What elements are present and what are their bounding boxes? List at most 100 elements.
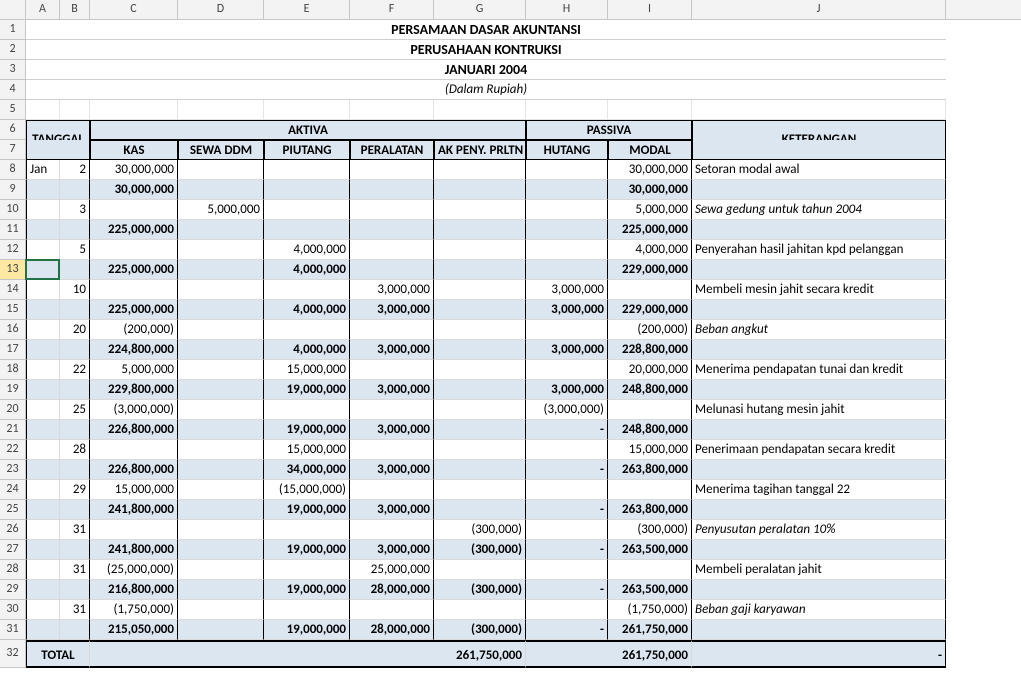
cell-kas[interactable]: 241,800,000 [90,500,178,520]
cell-keterangan[interactable]: Melunasi hutang mesin jahit [692,400,946,420]
cell-per[interactable]: 3,000,000 [350,540,434,560]
cell-sewa[interactable] [178,440,264,460]
cell[interactable] [350,100,434,120]
table-row[interactable]: 25(3,000,000)(3,000,000)Melunasi hutang … [26,400,1021,420]
title-4[interactable]: (Dalam Rupiah) [26,80,946,100]
cell-per[interactable] [350,360,434,380]
cell-sewa[interactable] [178,560,264,580]
cell-piu[interactable]: 19,000,000 [264,540,350,560]
cell-month[interactable] [26,400,60,420]
cell-hut[interactable] [526,440,608,460]
cell-piu[interactable]: 19,000,000 [264,580,350,600]
cell-mod[interactable]: 30,000,000 [608,180,692,200]
cell-ak[interactable]: (300,000) [434,540,526,560]
cell-per[interactable]: 3,000,000 [350,280,434,300]
cell-keterangan[interactable]: Membeli mesin jahit secara kredit [692,280,946,300]
cell-per[interactable] [350,220,434,240]
row-header[interactable]: 32 [0,640,26,668]
cell-ak[interactable] [434,300,526,320]
cell-keterangan[interactable]: Beban gaji karyawan [692,600,946,620]
row-header[interactable]: 24 [0,480,26,500]
row-header[interactable]: 4 [0,80,26,100]
cell-kas[interactable]: 225,000,000 [90,220,178,240]
cell-kas[interactable] [90,240,178,260]
cell-ak[interactable]: (300,000) [434,580,526,600]
cell-ak[interactable] [434,240,526,260]
cell-month[interactable] [26,540,60,560]
cell-piu[interactable]: 19,000,000 [264,500,350,520]
cell-per[interactable]: 25,000,000 [350,560,434,580]
cell-mod[interactable]: 225,000,000 [608,220,692,240]
cell-sewa[interactable] [178,620,264,640]
cell-sewa[interactable] [178,360,264,380]
cell-date[interactable]: 29 [60,480,90,500]
table-row[interactable]: Jan230,000,00030,000,000Setoran modal aw… [26,160,1021,180]
col-header-I[interactable]: I [608,0,692,19]
cell-hut[interactable]: - [526,420,608,440]
cell-ak[interactable] [434,180,526,200]
table-row[interactable]: 103,000,0003,000,000Membeli mesin jahit … [26,280,1021,300]
cell-piu[interactable]: 4,000,000 [264,340,350,360]
col-header-B[interactable]: B [60,0,90,19]
cell-ak[interactable] [434,220,526,240]
cell-mod[interactable] [608,480,692,500]
cell-kas[interactable]: 224,800,000 [90,340,178,360]
cell-ak[interactable] [434,380,526,400]
cell-sewa[interactable] [178,540,264,560]
cell-ak[interactable] [434,160,526,180]
row-header[interactable]: 22 [0,440,26,460]
cell-month[interactable] [26,460,60,480]
table-row[interactable]: 20(200,000)(200,000)Beban angkut [26,320,1021,340]
cell[interactable] [526,100,608,120]
cell-keterangan[interactable]: Setoran modal awal [692,160,946,180]
cell-mod[interactable]: 263,800,000 [608,500,692,520]
cell-sewa[interactable] [178,160,264,180]
header-peralatan[interactable]: PERALATAN [350,140,434,160]
cell-ak[interactable] [434,500,526,520]
cell-ak[interactable] [434,400,526,420]
cell-piu[interactable] [264,400,350,420]
cell-keterangan[interactable] [692,380,946,400]
cell-hut[interactable] [526,180,608,200]
cell-kas[interactable]: 5,000,000 [90,360,178,380]
cell-piu[interactable]: 19,000,000 [264,420,350,440]
row-header[interactable]: 11 [0,220,26,240]
cell-mod[interactable]: 229,000,000 [608,300,692,320]
row-header[interactable]: 2 [0,40,26,60]
cell-kas[interactable] [90,200,178,220]
cell-piu[interactable] [264,320,350,340]
cell-date[interactable] [60,620,90,640]
cell-keterangan[interactable] [692,540,946,560]
cell-per[interactable] [350,160,434,180]
cell-date[interactable] [60,300,90,320]
cell-month[interactable] [26,340,60,360]
cell-hut[interactable]: 3,000,000 [526,340,608,360]
cell-mod[interactable] [608,560,692,580]
row-header[interactable]: 15 [0,300,26,320]
cell-piu[interactable]: 4,000,000 [264,240,350,260]
cell-sewa[interactable] [178,480,264,500]
cell-per[interactable]: 3,000,000 [350,300,434,320]
cell-hut[interactable] [526,240,608,260]
row-header[interactable]: 18 [0,360,26,380]
cell-sewa[interactable] [178,580,264,600]
cell-date[interactable] [60,500,90,520]
header-tanggal[interactable]: TANGGAL [26,120,90,140]
cell-keterangan[interactable] [692,340,946,360]
cell-mod[interactable]: 20,000,000 [608,360,692,380]
header-passiva[interactable]: PASSIVA [526,120,692,140]
cell-per[interactable]: 3,000,000 [350,420,434,440]
cell-hut[interactable] [526,480,608,500]
cell-per[interactable] [350,440,434,460]
cell-month[interactable] [26,320,60,340]
cell-kas[interactable]: (25,000,000) [90,560,178,580]
cell-per[interactable]: 3,000,000 [350,380,434,400]
cell-month[interactable] [26,580,60,600]
cell-kas[interactable]: 226,800,000 [90,420,178,440]
table-row[interactable]: 224,800,0004,000,0003,000,0003,000,00022… [26,340,1021,360]
cell-kas[interactable]: (1,750,000) [90,600,178,620]
cell-month[interactable] [26,420,60,440]
cell-hut[interactable] [526,160,608,180]
table-row[interactable]: 225,000,00015,000,00020,000,000Menerima … [26,360,1021,380]
col-header-C[interactable]: C [90,0,178,19]
